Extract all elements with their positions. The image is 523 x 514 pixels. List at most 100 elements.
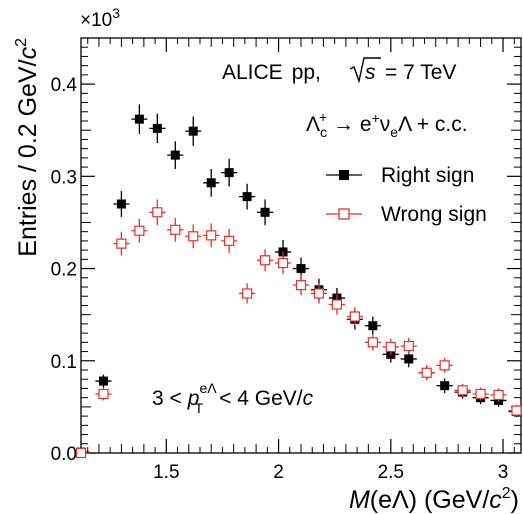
- marker-right-sign: [260, 207, 270, 217]
- series-wrong-sign: [75, 199, 522, 459]
- y-tick-label: 0.0: [51, 444, 77, 465]
- data-point-wrong-sign: [490, 388, 507, 402]
- marker-right-sign: [98, 376, 108, 386]
- y-axis-title: Entries / 0.2 GeV/c2: [13, 38, 42, 257]
- marker-wrong-sign: [475, 388, 486, 400]
- marker-wrong-sign: [277, 257, 289, 269]
- marker-wrong-sign: [457, 385, 468, 396]
- data-point-right-sign: [203, 168, 220, 197]
- kinematic-cut-label: 3 < peΛ T < 4 GeV/c: [152, 380, 314, 416]
- data-point-wrong-sign: [454, 383, 471, 397]
- data-point-right-sign: [257, 199, 274, 226]
- marker-wrong-sign: [421, 367, 432, 378]
- axes: 0.0 0.1 0.2 0.3 0.4 1.5 2 2.5 3: [51, 37, 522, 483]
- marker-wrong-sign: [385, 341, 396, 353]
- marker-right-sign: [134, 114, 144, 124]
- sqrt-symbol: [349, 57, 381, 84]
- marker-right-sign: [296, 264, 306, 274]
- data-point-wrong-sign: [113, 231, 130, 256]
- marker-wrong-sign: [259, 255, 271, 266]
- energy-label: = 7 TeV: [385, 61, 456, 84]
- x-tick-label: 2.5: [378, 462, 404, 483]
- data-point-wrong-sign: [418, 365, 435, 381]
- marker-wrong-sign: [349, 311, 360, 322]
- data-point-right-sign: [364, 316, 381, 335]
- marker-right-sign: [170, 150, 180, 160]
- legend: Right sign Wrong sign: [326, 164, 487, 226]
- data-point-right-sign: [185, 116, 202, 146]
- marker-right-sign: [152, 123, 162, 133]
- data-point-wrong-sign: [400, 337, 417, 355]
- data-point-wrong-sign: [149, 199, 166, 226]
- data-point-wrong-sign: [239, 283, 256, 304]
- data-point-wrong-sign: [221, 228, 238, 253]
- data-point-right-sign: [131, 104, 148, 134]
- data-point-wrong-sign: [75, 447, 90, 459]
- data-point-wrong-sign: [328, 294, 345, 315]
- marker-wrong-sign: [98, 388, 109, 400]
- experiment-label: ALICE pp, s = 7 TeV: [222, 57, 456, 84]
- data-point-right-sign: [239, 183, 256, 210]
- legend-marker-right-sign: [339, 170, 349, 180]
- decay-channel-label: Λc+ → e+νeΛ + c.c.: [306, 109, 468, 140]
- data-point-wrong-sign: [203, 223, 220, 248]
- data-point-wrong-sign: [274, 251, 292, 275]
- data-point-wrong-sign: [508, 405, 522, 417]
- marker-right-sign: [242, 192, 252, 202]
- marker-wrong-sign: [295, 280, 307, 291]
- data-point-wrong-sign: [310, 283, 328, 304]
- data-point-right-sign: [221, 158, 238, 187]
- marker-wrong-sign: [75, 447, 87, 459]
- marker-wrong-sign: [313, 288, 325, 299]
- y-tick-label: 0.3: [51, 167, 77, 188]
- marker-right-sign: [224, 168, 234, 178]
- x-tick-label: 1.5: [153, 462, 179, 483]
- y-tick-label: 0.2: [51, 260, 77, 281]
- marker-wrong-sign: [206, 230, 217, 241]
- marker-wrong-sign: [116, 238, 127, 249]
- marker-wrong-sign: [188, 231, 199, 242]
- data-point-wrong-sign: [167, 217, 184, 242]
- marker-wrong-sign: [511, 405, 522, 416]
- marker-right-sign: [116, 199, 126, 209]
- y-tick-label: 0.4: [51, 75, 78, 96]
- marker-right-sign: [404, 354, 414, 364]
- legend-label-right-sign: Right sign: [381, 164, 474, 187]
- data-point-wrong-sign: [436, 358, 453, 373]
- x-tick-label: 2: [273, 462, 284, 483]
- data-point-right-sign: [113, 191, 130, 217]
- marker-wrong-sign: [439, 360, 450, 371]
- data-point-wrong-sign: [346, 307, 363, 326]
- marker-right-sign: [188, 126, 198, 136]
- legend-label-wrong-sign: Wrong sign: [381, 203, 487, 226]
- data-point-wrong-sign: [185, 224, 202, 249]
- marker-wrong-sign: [170, 224, 181, 235]
- marker-wrong-sign: [403, 340, 414, 352]
- x-tick-label: 3: [498, 462, 509, 483]
- data-point-wrong-sign: [382, 338, 399, 356]
- sqrt-s-label: s: [365, 61, 376, 84]
- data-point-wrong-sign: [257, 249, 274, 272]
- legend-marker-wrong-sign: [338, 208, 350, 220]
- marker-wrong-sign: [331, 299, 343, 310]
- data-point-wrong-sign: [131, 218, 148, 243]
- marker-wrong-sign: [367, 337, 378, 348]
- data-point-wrong-sign: [364, 334, 381, 351]
- marker-wrong-sign: [152, 207, 163, 218]
- y-multiplier: ×103: [80, 5, 120, 31]
- data-point-wrong-sign: [472, 387, 489, 401]
- x-axis-title: M(eΛ) (GeV/c2): [349, 485, 519, 514]
- data-points: [75, 104, 522, 459]
- data-point-right-sign: [436, 378, 453, 394]
- data-point-right-sign: [95, 374, 112, 388]
- data-point-right-sign: [149, 113, 166, 144]
- marker-right-sign: [440, 381, 450, 391]
- marker-right-sign: [206, 178, 216, 188]
- marker-wrong-sign: [493, 389, 504, 400]
- marker-wrong-sign: [242, 288, 253, 299]
- marker-wrong-sign: [134, 225, 145, 236]
- data-point-right-sign: [167, 141, 184, 169]
